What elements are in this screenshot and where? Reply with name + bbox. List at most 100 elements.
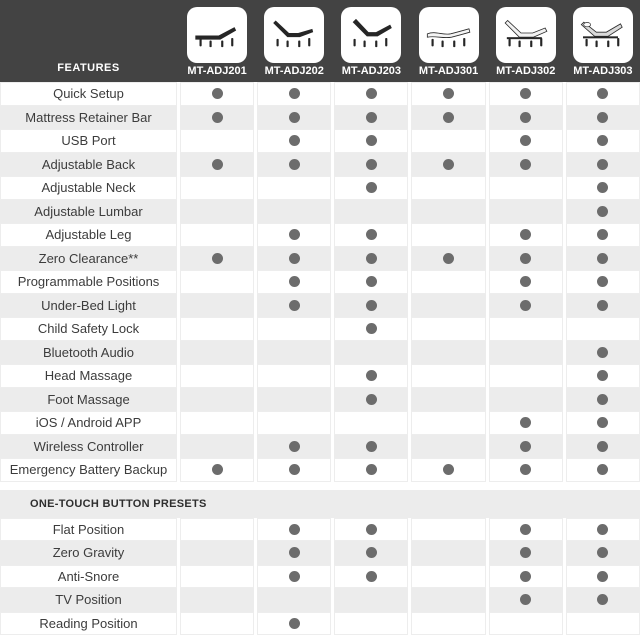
feature-cell [488,270,563,294]
feature-cell [411,246,486,270]
feature-cell [565,458,640,482]
preset-cell [257,611,332,635]
feature-included-dot [597,346,609,358]
feature-cell [411,458,486,482]
feature-cell [180,223,255,247]
feature-included-dot [520,299,532,311]
feature-cell [180,105,255,129]
feature-cell [257,246,332,270]
feature-cell [257,317,332,341]
feature-label: Adjustable Back [0,152,177,176]
feature-cell [257,340,332,364]
feature-included-dot [520,88,532,100]
preset-row: TV Position [0,588,640,612]
preset-cell [488,517,563,541]
feature-included-dot [288,570,300,582]
feature-cell [411,317,486,341]
preset-cell [411,564,486,588]
feature-included-dot [365,111,377,123]
feature-label: Programmable Positions [0,270,177,294]
preset-cell [565,517,640,541]
preset-cell [565,588,640,612]
feature-included-dot [597,88,609,100]
feature-included-dot [365,182,377,194]
feature-cell [488,317,563,341]
feature-label: Wireless Controller [0,434,177,458]
model-column-mt-adj302: MT-ADJ302 [489,0,563,82]
feature-row: Quick Setup [0,82,640,106]
feature-cell [334,176,409,200]
feature-included-dot [211,464,223,476]
feature-cell [180,199,255,223]
feature-included-dot [443,252,455,264]
feature-cell [565,340,640,364]
feature-row: Mattress Retainer Bar [0,105,640,129]
feature-label: Quick Setup [0,82,177,106]
feature-cell [257,293,332,317]
feature-cell [565,223,640,247]
feature-included-dot [288,135,300,147]
feature-row: Adjustable Leg [0,223,640,247]
preset-cell [565,611,640,635]
preset-cell [411,588,486,612]
feature-included-dot [365,88,377,100]
feature-row: iOS / Android APP [0,411,640,435]
feature-cell [488,105,563,129]
preset-cell [180,588,255,612]
feature-included-dot [365,323,377,335]
preset-cell [334,564,409,588]
preset-cell [257,541,332,565]
feature-cell [257,82,332,106]
feature-cell [334,387,409,411]
feature-included-dot [520,594,532,606]
feature-included-dot [365,276,377,288]
feature-cell [411,340,486,364]
feature-cell [257,223,332,247]
model-tile [495,7,556,63]
feature-included-dot [365,299,377,311]
feature-included-dot [597,252,609,264]
feature-included-dot [443,88,455,100]
preset-cell [257,564,332,588]
feature-cell [334,105,409,129]
feature-cell [488,293,563,317]
model-tile [264,7,325,63]
feature-included-dot [520,158,532,170]
table-header: FEATURES MT-ADJ201 MT-ADJ202 MT-ADJ203 MT-A… [0,0,640,82]
feature-cell [411,293,486,317]
preset-label: Reading Position [0,611,177,635]
feature-cell [180,246,255,270]
preset-row: Reading Position [0,611,640,635]
feature-row: Zero Clearance** [0,246,640,270]
feature-cell [334,152,409,176]
feature-included-dot [597,111,609,123]
bed-head-foot-light-icon [578,16,628,55]
feature-cell [565,364,640,388]
feature-included-dot [288,88,300,100]
preset-cell [180,541,255,565]
feature-included-dot [597,158,609,170]
preset-cell [334,517,409,541]
preset-cell [411,517,486,541]
feature-cell [488,176,563,200]
feature-cell [565,434,640,458]
feature-cell [411,364,486,388]
feature-label: Child Safety Lock [0,317,177,341]
preset-cell [488,541,563,565]
feature-cell [488,364,563,388]
model-column-mt-adj203: MT-ADJ203 [334,0,408,82]
model-column-mt-adj303: MT-ADJ303 [566,0,640,82]
feature-cell [257,199,332,223]
feature-included-dot [211,88,223,100]
feature-cell [488,387,563,411]
feature-row: Under-Bed Light [0,293,640,317]
feature-row: Child Safety Lock [0,317,640,341]
feature-label: Zero Clearance** [0,246,177,270]
feature-label: Adjustable Neck [0,176,177,200]
model-name-label: MT-ADJ202 [264,65,324,77]
preset-cell [565,541,640,565]
feature-cell [565,246,640,270]
feature-included-dot [597,570,609,582]
feature-included-dot [365,440,377,452]
